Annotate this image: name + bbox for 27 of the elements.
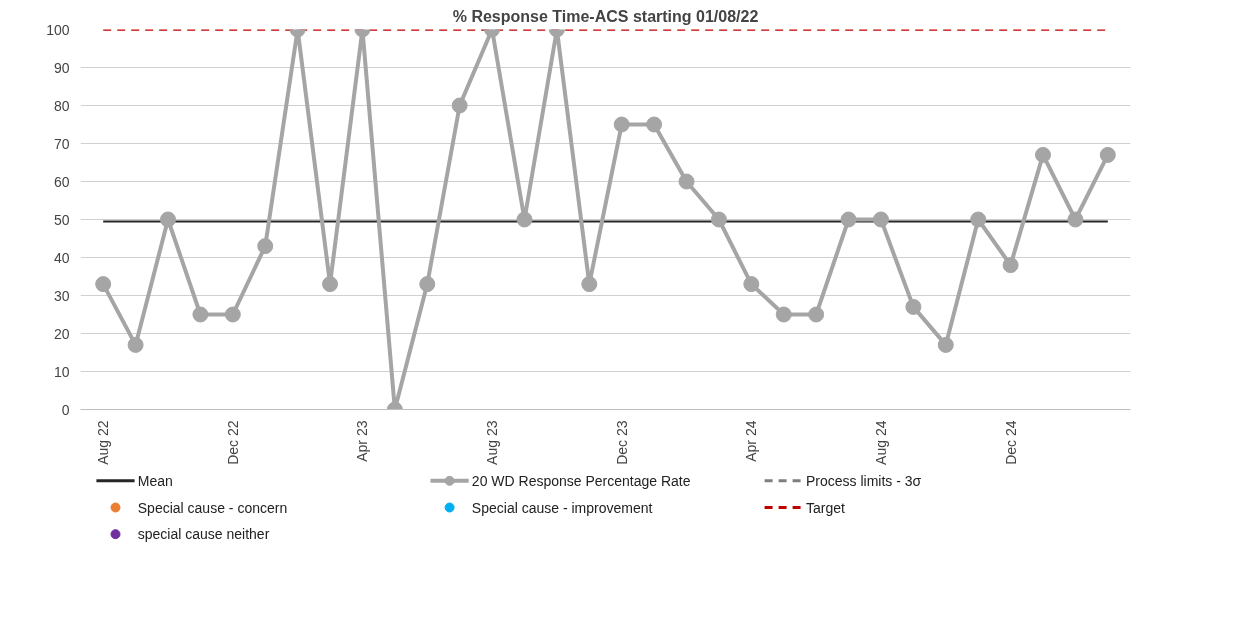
- legend-label: 20 WD Response Percentage Rate: [471, 472, 691, 489]
- y-tick-label: 70: [53, 135, 70, 152]
- y-tick-label: 100: [46, 21, 70, 38]
- y-tick-label: 60: [53, 173, 70, 190]
- chart-title: % Response Time-ACS starting 01/08/22: [452, 7, 759, 25]
- x-tick-label: Apr 24: [743, 420, 760, 462]
- y-tick-label: 90: [53, 59, 70, 76]
- y-tick-label: 50: [53, 211, 70, 228]
- legend-label: Process limits - 3σ: [805, 472, 922, 489]
- x-tick-label: Dec 23: [613, 420, 630, 465]
- x-tick-label: Aug 24: [872, 420, 889, 465]
- y-tick-label: 0: [61, 401, 70, 418]
- x-tick-label: Aug 23: [484, 420, 501, 465]
- legend-label: Special cause - improvement: [471, 499, 653, 516]
- legend-label: Mean: [137, 472, 173, 489]
- y-tick-label: 30: [53, 287, 70, 304]
- legend-label: Special cause - concern: [137, 499, 288, 516]
- x-tick-label: Aug 22: [95, 420, 112, 465]
- y-tick-label: 20: [53, 325, 70, 342]
- y-tick-label: 80: [53, 97, 70, 114]
- legend-label: special cause neither: [137, 526, 270, 543]
- x-tick-label: Dec 22: [224, 420, 241, 465]
- y-tick-label: 40: [53, 249, 70, 266]
- x-tick-label: Apr 23: [354, 420, 371, 462]
- y-tick-label: 10: [53, 363, 70, 380]
- legend-label: Target: [805, 499, 845, 516]
- x-tick-label: Dec 24: [1002, 420, 1019, 465]
